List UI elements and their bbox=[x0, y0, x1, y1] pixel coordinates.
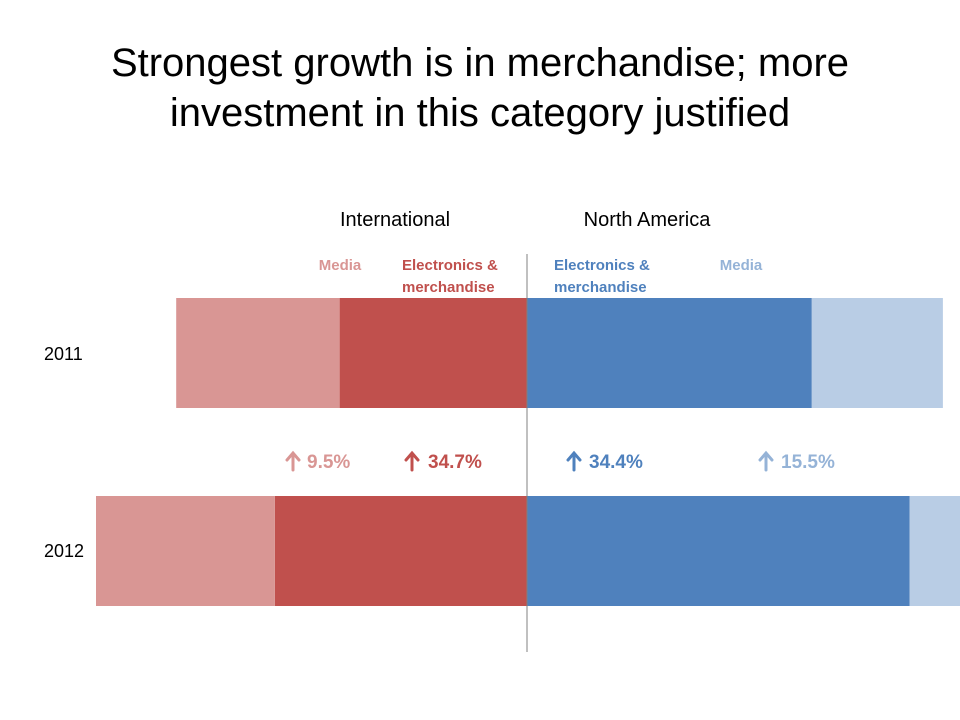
group-label-international: International bbox=[340, 209, 450, 231]
legend-line-1: Electronics & bbox=[554, 257, 650, 274]
title-line-2: investment in this category justified bbox=[169, 91, 791, 135]
legend-na-media: Media bbox=[720, 257, 763, 274]
bar-2011-international-electronics-merchandise bbox=[339, 298, 527, 408]
bar-2011-international-media bbox=[176, 298, 340, 408]
legend-na-electronics: Electronics & merchandise bbox=[554, 257, 650, 296]
group-label-north-america: North America bbox=[584, 209, 712, 231]
growth-label-north-america-electronics-merchandise: 34.4% bbox=[566, 450, 643, 473]
growth-value: 34.7% bbox=[428, 452, 482, 473]
bar-2012-international-media bbox=[96, 496, 275, 606]
up-arrow-icon bbox=[404, 450, 420, 472]
category-label-2011: 2011 bbox=[44, 344, 83, 364]
bars-layer bbox=[96, 298, 960, 606]
legend-intl-electronics: Electronics & merchandise bbox=[402, 257, 498, 296]
bar-2012-international-electronics-merchandise bbox=[274, 496, 527, 606]
growth-label-international-electronics-merchandise: 34.7% bbox=[404, 450, 482, 473]
up-arrow-icon bbox=[758, 450, 774, 472]
growth-value: 15.5% bbox=[781, 452, 835, 473]
title-line-1: Strongest growth is in merchandise; more bbox=[110, 41, 850, 85]
growth-label-north-america-media: 15.5% bbox=[758, 450, 835, 473]
bar-2011-north-america-media bbox=[811, 298, 943, 408]
growth-labels-layer: 9.5% 34.7% 34.4% 15.5% bbox=[285, 450, 835, 473]
growth-value: 34.4% bbox=[589, 452, 643, 473]
bar-2012-north-america-media bbox=[909, 496, 960, 606]
legend-line-2: merchandise bbox=[554, 279, 647, 296]
up-arrow-icon bbox=[285, 450, 301, 472]
legend-intl-media: Media bbox=[319, 257, 362, 274]
legend-line-1: Electronics & bbox=[402, 257, 498, 274]
bar-2011-north-america-electronics-merchandise bbox=[527, 298, 812, 408]
bar-2012-north-america-electronics-merchandise bbox=[527, 496, 910, 606]
growth-label-international-media: 9.5% bbox=[285, 450, 350, 473]
legend-line-2: merchandise bbox=[402, 279, 495, 296]
growth-value: 9.5% bbox=[307, 452, 350, 473]
slide-title: Strongest growth is in merchandise; more… bbox=[0, 38, 960, 138]
up-arrow-icon bbox=[566, 450, 582, 472]
category-label-2012: 2012 bbox=[44, 541, 84, 561]
